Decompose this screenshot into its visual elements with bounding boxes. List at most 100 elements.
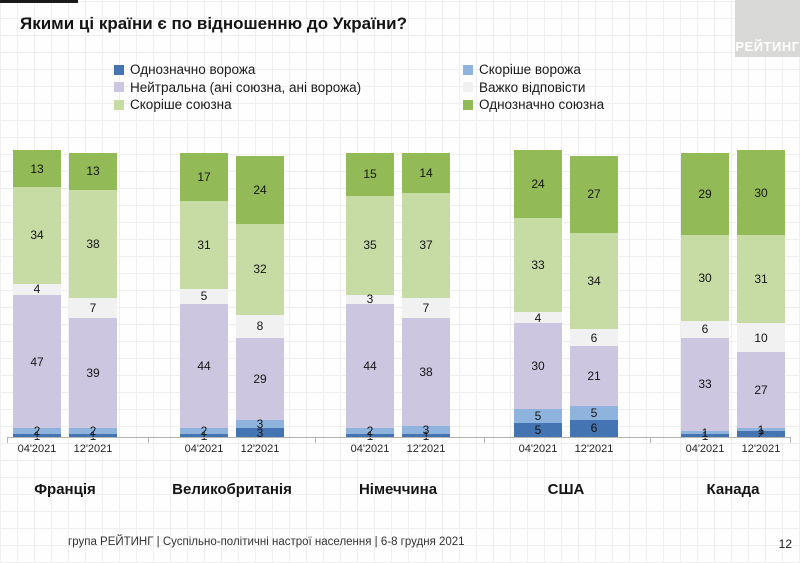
country-label: США xyxy=(547,481,585,498)
bar-segment-rather-hostile xyxy=(13,428,61,435)
bar-segment-hard-to-answer xyxy=(13,283,61,295)
rating-logo: РЕЙТИНГ xyxy=(735,0,800,57)
bar-segment-hard-to-answer xyxy=(570,329,618,347)
bar-segment-rather-hostile xyxy=(346,428,394,435)
page-number: 12 xyxy=(778,537,792,551)
bar-segment-hard-to-answer xyxy=(180,289,228,304)
bar-segment-definitely-hostile xyxy=(402,434,450,437)
legend-item-hard-to-answer: Важко відповісти xyxy=(463,79,604,97)
bar-segment-neutral xyxy=(681,337,729,432)
x-tick-label: 12'2021 xyxy=(741,443,781,455)
footer-source-text: група РЕЙТИНГ | Суспільно-політичні наст… xyxy=(68,536,465,548)
legend-item-neutral: Нейтральна (ані союзна, ані ворожа) xyxy=(114,79,361,97)
legend-label-rather-hostile: Скоріше ворожа xyxy=(479,62,581,78)
x-tick-label: 12'2021 xyxy=(240,443,280,455)
legend-swatch-rather-allied xyxy=(114,99,124,110)
bar-segment-hard-to-answer xyxy=(514,312,562,324)
bar-segment-hard-to-answer xyxy=(236,314,284,338)
x-tick-label: 04'2021 xyxy=(350,443,390,455)
bar-segment-rather-allied xyxy=(681,235,729,321)
bar-segment-rather-allied xyxy=(180,201,228,290)
x-axis-tick xyxy=(650,438,651,443)
bar-segment-definitely-hostile xyxy=(570,419,618,437)
page-title: Якими ці країни є по відношенню до Украї… xyxy=(20,14,407,33)
top-accent-strip xyxy=(0,0,78,3)
legend-item-rather-allied: Скоріше союзна xyxy=(114,96,361,114)
bar-segment-definitely-allied xyxy=(514,150,562,219)
legend-item-definitely-allied: Однозначно союзна xyxy=(463,96,604,114)
bar-segment-rather-hostile xyxy=(402,425,450,435)
bar-segment-rather-allied xyxy=(236,224,284,315)
bar-segment-definitely-allied xyxy=(570,155,618,233)
bar-segment-neutral xyxy=(346,303,394,429)
bar-segment-hard-to-answer xyxy=(681,320,729,338)
rating-logo-text: РЕЙТИНГ xyxy=(735,39,800,54)
bar-segment-definitely-allied xyxy=(236,155,284,224)
legend-label-neutral: Нейтральна (ані союзна, ані ворожа) xyxy=(130,79,362,95)
x-tick-label: 12'2021 xyxy=(574,443,614,455)
bar-segment-rather-allied xyxy=(13,187,61,284)
bar-segment-neutral xyxy=(402,317,450,426)
bar-segment-rather-hostile xyxy=(514,408,562,423)
bar-segment-hard-to-answer xyxy=(346,295,394,304)
x-axis-line xyxy=(7,437,791,438)
bar-segment-neutral xyxy=(570,346,618,406)
x-axis-tick xyxy=(484,438,485,443)
legend-swatch-rather-hostile xyxy=(463,64,473,75)
legend-item-rather-hostile: Скоріше ворожа xyxy=(463,61,604,79)
country-label: Франція xyxy=(34,481,96,498)
bar-segment-rather-hostile xyxy=(236,419,284,429)
bar-segment-rather-allied xyxy=(402,192,450,298)
bar-segment-definitely-hostile xyxy=(236,428,284,437)
legend-column-left: Однозначно ворожа Нейтральна (ані союзна,… xyxy=(114,61,361,114)
bar-segment-neutral xyxy=(737,351,785,429)
bar-segment-definitely-hostile xyxy=(13,434,61,437)
bar-segment-rather-allied xyxy=(69,189,117,298)
legend-label-rather-allied: Скоріше союзна xyxy=(130,97,232,113)
bar-segment-rather-allied xyxy=(570,232,618,330)
bar-segment-definitely-hostile xyxy=(737,431,785,437)
bar-segment-neutral xyxy=(69,317,117,429)
legend-label-definitely-hostile: Однозначно ворожа xyxy=(130,62,256,78)
bar-segment-neutral xyxy=(236,337,284,420)
bar-segment-rather-hostile xyxy=(681,431,729,435)
bar-segment-definitely-allied xyxy=(681,153,729,236)
bar-segment-definitely-allied xyxy=(180,153,228,202)
bar-segment-rather-allied xyxy=(737,235,785,324)
bar-segment-hard-to-answer xyxy=(69,297,117,318)
x-axis-tick xyxy=(315,438,316,443)
bar-segment-definitely-hostile xyxy=(681,434,729,437)
bar-segment-rather-hostile xyxy=(570,405,618,420)
bar-segment-definitely-allied xyxy=(737,150,785,236)
x-axis-tick xyxy=(7,438,8,443)
country-label: Німеччина xyxy=(358,481,438,498)
bar-segment-definitely-hostile xyxy=(69,434,117,437)
x-tick-label: 04'2021 xyxy=(518,443,558,455)
legend-swatch-definitely-allied xyxy=(463,99,473,110)
bar-segment-definitely-allied xyxy=(402,153,450,193)
legend-label-hard-to-answer: Важко відповісти xyxy=(479,79,586,95)
x-tick-label: 04'2021 xyxy=(685,443,725,455)
bar-segment-definitely-hostile xyxy=(346,434,394,437)
legend-swatch-hard-to-answer xyxy=(463,82,473,93)
x-tick-label: 04'2021 xyxy=(184,443,224,455)
bar-segment-rather-hostile xyxy=(69,428,117,435)
bar-segment-definitely-hostile xyxy=(514,422,562,437)
bar-segment-rather-allied xyxy=(346,195,394,295)
bar-segment-rather-hostile xyxy=(180,428,228,435)
bar-segment-definitely-hostile xyxy=(180,434,228,437)
bar-segment-definitely-allied xyxy=(346,153,394,196)
country-label: Канада xyxy=(706,481,760,498)
bar-segment-neutral xyxy=(13,295,61,429)
bar-segment-rather-allied xyxy=(514,218,562,313)
legend-item-definitely-hostile: Однозначно ворожа xyxy=(114,61,361,79)
bar-segment-definitely-allied xyxy=(69,153,117,190)
legend-label-definitely-allied: Однозначно союзна xyxy=(479,97,605,113)
x-tick-label: 12'2021 xyxy=(406,443,446,455)
x-axis-tick xyxy=(790,438,791,443)
bar-segment-neutral xyxy=(514,323,562,409)
bar-segment-hard-to-answer xyxy=(737,323,785,352)
country-label: Великобританія xyxy=(172,481,292,498)
